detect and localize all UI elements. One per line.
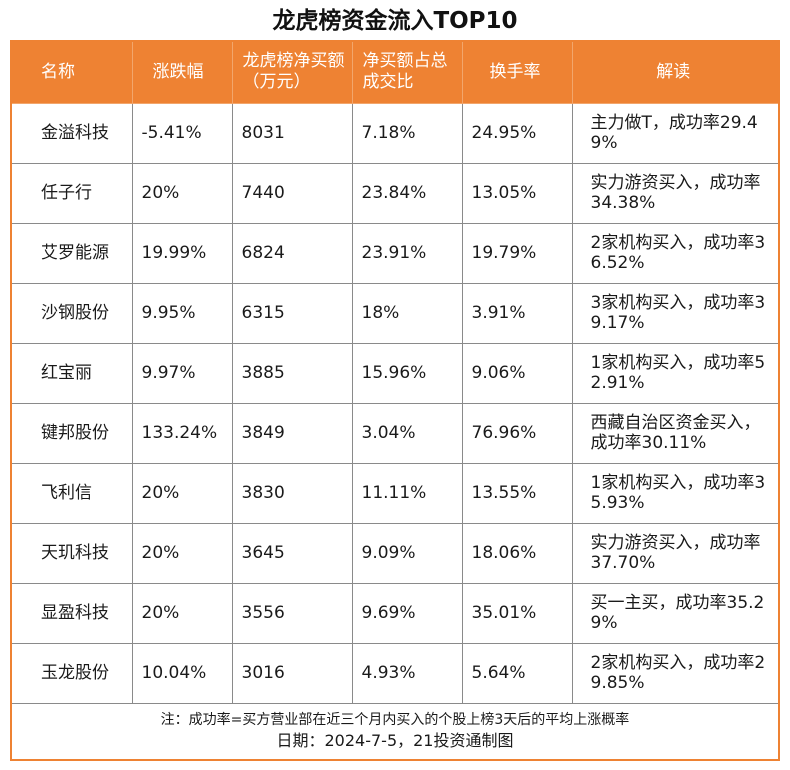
cell-comment: 3家机构买入，成功率39.17%	[571, 282, 778, 344]
header-name: 名称	[12, 42, 133, 104]
cell-name: 任子行	[12, 162, 133, 224]
table-row: 金溢科技 -5.41% 8031 7.18% 24.95% 主力做T，成功率29.49%	[12, 102, 778, 164]
table-row: 显盈科技 20% 3556 9.69% 35.01% 买一主买，成功率35.29%	[12, 582, 778, 644]
cell-net-ratio: 3.04%	[351, 402, 463, 464]
header-change: 涨跌幅	[131, 42, 233, 104]
footer: 注：成功率=买方营业部在近三个月内买入的个股上榜3天后的平均上涨概率 日期：20…	[12, 703, 778, 761]
date-credit: 日期：2024-7-5，21投资通制图	[276, 731, 514, 750]
cell-name: 金溢科技	[12, 102, 133, 164]
cell-name: 艾罗能源	[12, 222, 133, 284]
cell-comment: 2家机构买入，成功率29.85%	[571, 642, 778, 704]
cell-turnover: 35.01%	[461, 582, 573, 644]
cell-net-ratio: 9.09%	[351, 522, 463, 584]
cell-net-ratio: 9.69%	[351, 582, 463, 644]
cell-change: 20%	[131, 582, 233, 644]
cell-net-buy: 8031	[231, 102, 353, 164]
table-row: 飞利信 20% 3830 11.11% 13.55% 1家机构买入，成功率35.93%	[12, 462, 778, 524]
table-row: 玉龙股份 10.04% 3016 4.93% 5.64% 2家机构买入，成功率29.85%	[12, 642, 778, 704]
table-row: 天玑科技 20% 3645 9.09% 18.06% 实力游资买入，成功率37.70%	[12, 522, 778, 584]
cell-change: 20%	[131, 462, 233, 524]
cell-net-ratio: 7.18%	[351, 102, 463, 164]
cell-turnover: 9.06%	[461, 342, 573, 404]
cell-change: -5.41%	[131, 102, 233, 164]
table-body: 金溢科技 -5.41% 8031 7.18% 24.95% 主力做T，成功率29.49% 任…	[12, 102, 778, 704]
cell-comment: 实力游资买入，成功率37.70%	[571, 522, 778, 584]
cell-change: 133.24%	[131, 402, 233, 464]
cell-comment: 1家机构买入，成功率35.93%	[571, 462, 778, 524]
cell-net-buy: 7440	[231, 162, 353, 224]
cell-turnover: 13.55%	[461, 462, 573, 524]
cell-change: 20%	[131, 522, 233, 584]
cell-net-buy: 3885	[231, 342, 353, 404]
table-row: 键邦股份 133.24% 3849 3.04% 76.96% 西藏自治区资金买入，成功率3…	[12, 402, 778, 464]
cell-change: 10.04%	[131, 642, 233, 704]
table-row: 沙钢股份 9.95% 6315 18% 3.91% 3家机构买入，成功率39.17%	[12, 282, 778, 344]
cell-net-ratio: 11.11%	[351, 462, 463, 524]
table-row: 艾罗能源 19.99% 6824 23.91% 19.79% 2家机构买入，成功率36.5…	[12, 222, 778, 284]
cell-comment: 西藏自治区资金买入，成功率30.11%	[571, 402, 778, 464]
table-header-row: 名称 涨跌幅 龙虎榜净买额（万元） 净买额占总成交比 换手率 解读	[12, 42, 778, 104]
cell-net-buy: 3849	[231, 402, 353, 464]
cell-name: 沙钢股份	[12, 282, 133, 344]
cell-turnover: 24.95%	[461, 102, 573, 164]
cell-name: 红宝丽	[12, 342, 133, 404]
cell-net-ratio: 23.91%	[351, 222, 463, 284]
data-table: 名称 涨跌幅 龙虎榜净买额（万元） 净买额占总成交比 换手率 解读 金溢科技 -5…	[12, 42, 778, 704]
cell-comment: 1家机构买入，成功率52.91%	[571, 342, 778, 404]
cell-net-ratio: 4.93%	[351, 642, 463, 704]
cell-net-ratio: 15.96%	[351, 342, 463, 404]
cell-change: 9.97%	[131, 342, 233, 404]
table-row: 任子行 20% 7440 23.84% 13.05% 实力游资买入，成功率34.38%	[12, 162, 778, 224]
cell-net-buy: 6315	[231, 282, 353, 344]
cell-comment: 买一主买，成功率35.29%	[571, 582, 778, 644]
cell-comment: 实力游资买入，成功率34.38%	[571, 162, 778, 224]
cell-name: 天玑科技	[12, 522, 133, 584]
cell-turnover: 18.06%	[461, 522, 573, 584]
footnote: 注：成功率=买方营业部在近三个月内买入的个股上榜3天后的平均上涨概率	[160, 712, 630, 728]
header-net-ratio: 净买额占总成交比	[351, 42, 463, 104]
cell-comment: 主力做T，成功率29.49%	[571, 102, 778, 164]
cell-change: 20%	[131, 162, 233, 224]
table-row: 红宝丽 9.97% 3885 15.96% 9.06% 1家机构买入，成功率52.91%	[12, 342, 778, 404]
page-title: 龙虎榜资金流入TOP10	[272, 8, 518, 34]
cell-name: 飞利信	[12, 462, 133, 524]
cell-turnover: 19.79%	[461, 222, 573, 284]
header-turnover: 换手率	[461, 42, 573, 104]
cell-net-buy: 3645	[231, 522, 353, 584]
cell-turnover: 5.64%	[461, 642, 573, 704]
cell-net-buy: 6824	[231, 222, 353, 284]
header-comment: 解读	[571, 42, 778, 104]
cell-turnover: 3.91%	[461, 282, 573, 344]
cell-net-buy: 3556	[231, 582, 353, 644]
cell-net-ratio: 23.84%	[351, 162, 463, 224]
cell-net-buy: 3016	[231, 642, 353, 704]
cell-turnover: 13.05%	[461, 162, 573, 224]
header-net-buy: 龙虎榜净买额（万元）	[231, 42, 353, 104]
table-panel: 名称 涨跌幅 龙虎榜净买额（万元） 净买额占总成交比 换手率 解读 金溢科技 -5…	[10, 40, 780, 761]
cell-net-buy: 3830	[231, 462, 353, 524]
cell-name: 显盈科技	[12, 582, 133, 644]
cell-turnover: 76.96%	[461, 402, 573, 464]
cell-comment: 2家机构买入，成功率36.52%	[571, 222, 778, 284]
cell-name: 键邦股份	[12, 402, 133, 464]
cell-name: 玉龙股份	[12, 642, 133, 704]
cell-change: 9.95%	[131, 282, 233, 344]
cell-change: 19.99%	[131, 222, 233, 284]
cell-net-ratio: 18%	[351, 282, 463, 344]
